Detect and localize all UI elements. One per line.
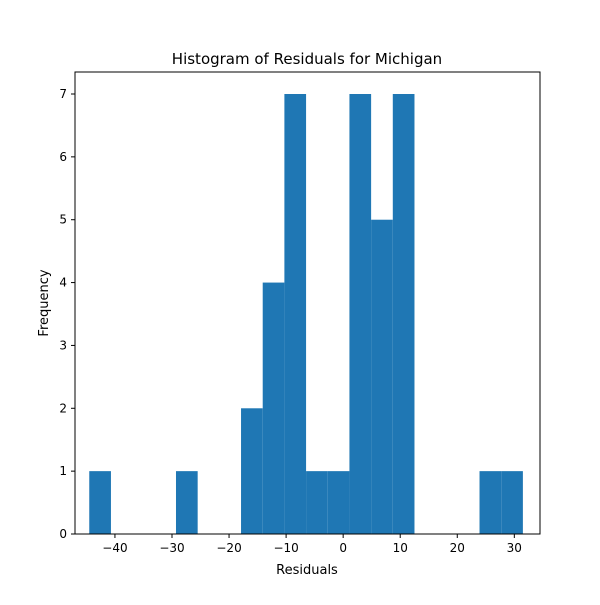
histogram-bar-18: [479, 471, 502, 534]
histogram-bar-9: [284, 94, 307, 534]
histogram-bar-7: [241, 408, 263, 534]
x-tick-label: 30: [507, 541, 522, 555]
x-tick-label: −30: [159, 541, 184, 555]
histogram-bar-19: [501, 471, 523, 534]
x-tick-label: −40: [102, 541, 127, 555]
histogram-bar-8: [262, 282, 285, 534]
histogram-bar-11: [327, 471, 350, 534]
plot-frame: [74, 71, 541, 535]
y-tick-label: 1: [59, 464, 67, 478]
histogram-bar-4: [175, 471, 198, 534]
x-tick-label: 0: [339, 541, 347, 555]
y-tick-label: 0: [59, 527, 67, 541]
y-tick-label: 5: [59, 213, 67, 227]
x-tick-label: 20: [450, 541, 465, 555]
bars-group: [89, 94, 523, 534]
y-axis-ticks: 0 1 2 3 4 5 6 7: [59, 87, 75, 541]
histogram-bar-12: [349, 94, 372, 534]
histogram-bar-13: [371, 219, 393, 534]
x-axis-label: Residuals: [276, 563, 338, 578]
histogram-bar-0: [89, 471, 111, 534]
y-tick-label: 3: [59, 338, 67, 352]
y-tick-label: 6: [59, 150, 67, 164]
chart-title: Histogram of Residuals for Michigan: [172, 50, 442, 68]
histogram-bar-14: [392, 94, 415, 534]
x-axis-ticks: −40 −30 −20 −10 0 10 20 30: [102, 534, 522, 555]
y-tick-label: 7: [59, 87, 67, 101]
y-tick-label: 4: [59, 276, 67, 290]
y-axis-label: Frequency: [37, 269, 52, 336]
x-tick-label: 10: [393, 541, 408, 555]
histogram-bar-10: [306, 471, 328, 534]
x-tick-label: −10: [273, 541, 298, 555]
x-tick-label: −20: [216, 541, 241, 555]
y-tick-label: 2: [59, 401, 67, 415]
